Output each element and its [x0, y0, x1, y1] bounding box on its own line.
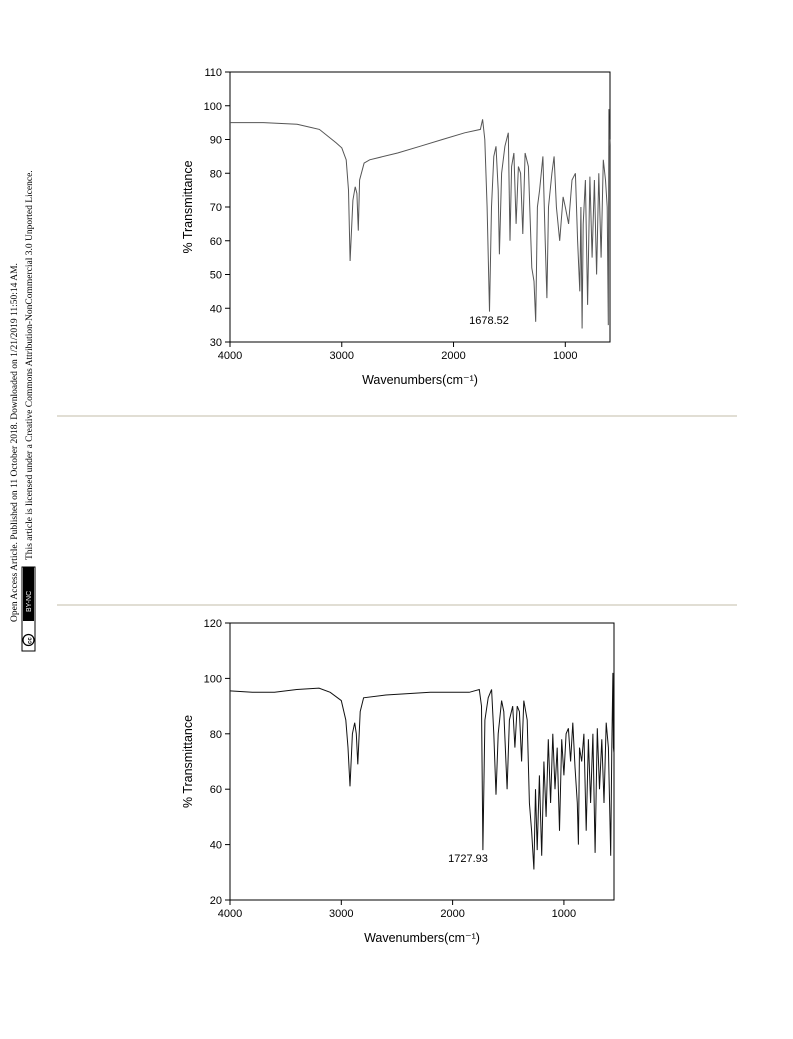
svg-text:cc: cc	[28, 637, 34, 644]
x-tick-label: 4000	[218, 908, 242, 920]
x-tick-label: 2000	[440, 908, 464, 920]
y-tick-label: 50	[210, 270, 222, 282]
spectrum-line	[230, 109, 611, 329]
y-tick-label: 100	[204, 101, 222, 113]
y-tick-label: 80	[210, 168, 222, 180]
y-tick-label: 80	[210, 729, 222, 741]
y-tick-label: 90	[210, 135, 222, 147]
x-tick-label: 4000	[218, 350, 242, 362]
plot-frame	[229, 622, 615, 901]
x-tick-label: 3000	[330, 350, 354, 362]
y-tick-label: 100	[204, 673, 222, 685]
y-axis-title: % Transmittance	[181, 160, 195, 253]
x-axis-title: Wavenumbers(cm⁻¹)	[364, 931, 480, 945]
peak-annotation: 1727.93	[448, 853, 488, 865]
y-tick-label: 60	[210, 784, 222, 796]
sidebar-line: This article is licensed under a Creativ…	[25, 170, 35, 560]
y-tick-label: 60	[210, 236, 222, 248]
y-tick-label: 70	[210, 202, 222, 214]
y-tick-label: 120	[204, 618, 222, 630]
x-tick-label: 2000	[441, 350, 465, 362]
y-tick-label: 20	[210, 895, 222, 907]
y-axis-title: % Transmittance	[181, 715, 195, 808]
x-axis-title: Wavenumbers(cm⁻¹)	[362, 373, 478, 387]
sidebar-line: Open Access Article. Published on 11 Oct…	[10, 263, 20, 622]
y-tick-label: 30	[210, 337, 222, 349]
cc-badge: cc BY-NC	[21, 566, 36, 652]
x-tick-label: 1000	[553, 350, 577, 362]
peak-annotation: 1678.52	[469, 315, 509, 327]
y-tick-label: 40	[210, 303, 222, 315]
badge-text: BY-NC	[26, 591, 33, 612]
plot-frame	[229, 71, 611, 343]
y-tick-label: 40	[210, 840, 222, 852]
x-tick-label: 3000	[329, 908, 353, 920]
y-tick-label: 110	[204, 67, 222, 79]
spectrum-line	[229, 672, 615, 870]
x-tick-label: 1000	[552, 908, 576, 920]
